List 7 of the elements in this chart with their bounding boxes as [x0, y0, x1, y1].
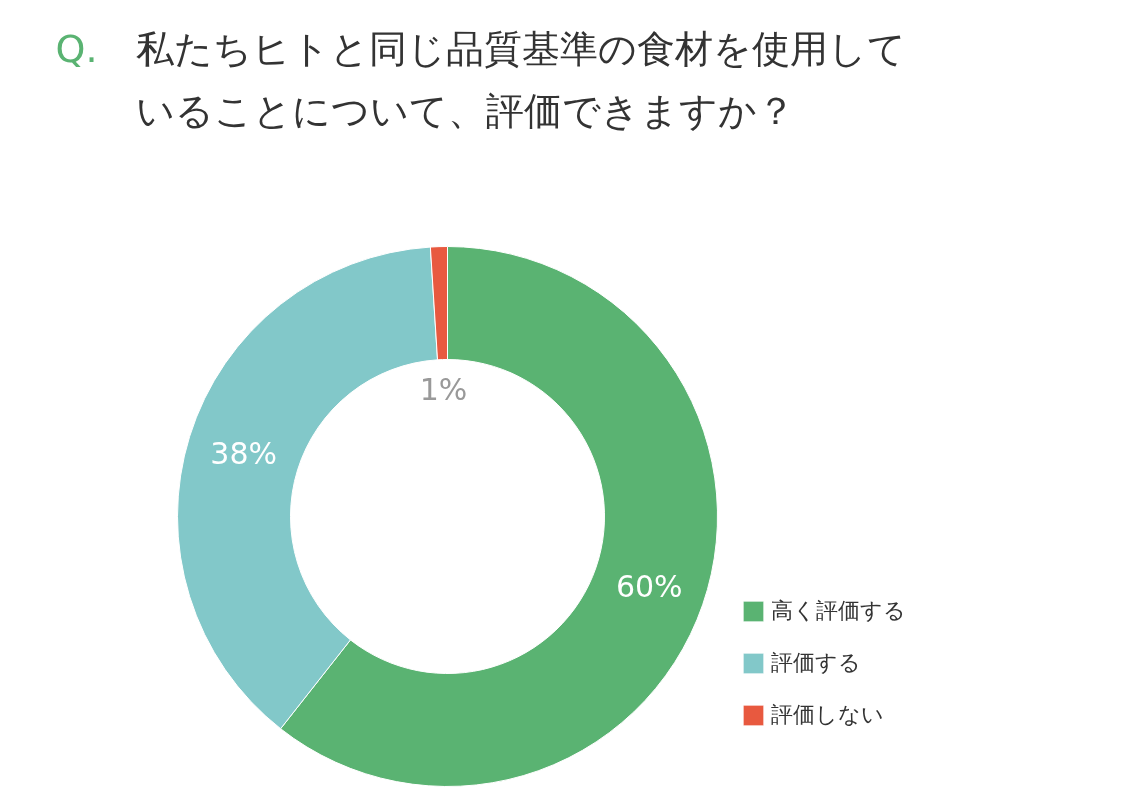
data-label: 38%	[210, 435, 277, 471]
data-label: 1%	[419, 372, 468, 408]
data-label: 60%	[615, 568, 683, 604]
chart-title: Q. 私たちヒトと同じ品質基準の食材を使用していることについて、評価できますか？	[55, 26, 906, 133]
legend-label: 高く評価する	[771, 597, 906, 625]
legend-label: 評価しない	[771, 701, 884, 729]
legend-label: 評価する	[771, 649, 861, 677]
